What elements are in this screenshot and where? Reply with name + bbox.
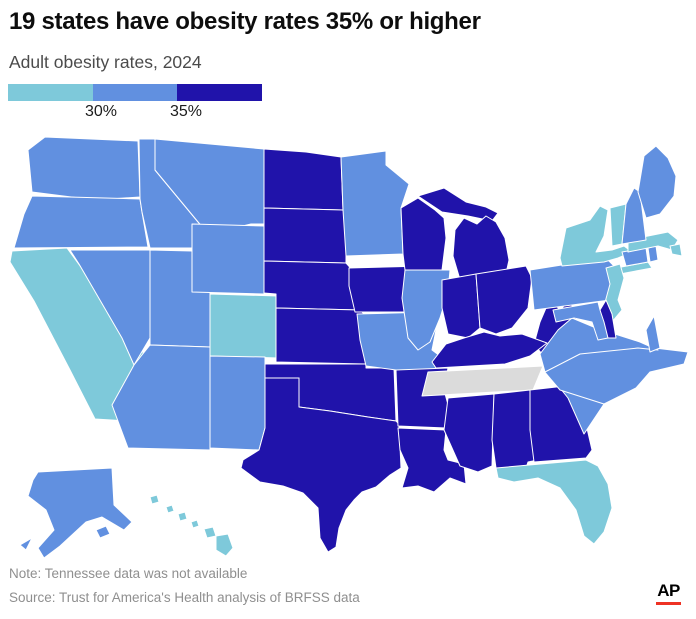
subtitle: Adult obesity rates, 2024 [9, 52, 202, 72]
state-MN [340, 150, 410, 257]
footnote: Note: Tennessee data was not available [9, 566, 248, 581]
state-WI [400, 197, 447, 271]
state-HI [203, 526, 217, 539]
state-NE [263, 260, 361, 311]
state-NY [559, 205, 633, 267]
state-HI [165, 504, 175, 514]
state-AZ [111, 344, 211, 451]
state-AK [27, 467, 133, 559]
state-OR [13, 195, 149, 249]
state-MA [627, 231, 679, 253]
state-KS [275, 307, 367, 365]
state-SD [263, 207, 347, 264]
state-FL [495, 459, 613, 545]
state-AK [95, 525, 111, 539]
state-NM [209, 355, 266, 451]
ap-logo-red-bar [656, 601, 681, 605]
legend-swatch-under-30 [8, 84, 93, 101]
state-HI [177, 511, 188, 522]
state-RI [647, 245, 659, 263]
state-MI [417, 187, 499, 222]
state-IN [441, 273, 481, 339]
state-AK [19, 537, 33, 551]
state-ND [263, 148, 344, 211]
state-MA [669, 243, 683, 257]
state-PA [529, 257, 615, 311]
color-legend: 30% 35% [8, 84, 268, 126]
legend-tick-35: 35% [169, 103, 203, 120]
state-CO [209, 293, 279, 359]
state-NH [621, 187, 647, 245]
page-title: 19 states have obesity rates 35% or high… [9, 8, 481, 35]
legend-tick-30: 30% [84, 103, 118, 120]
state-HI [190, 519, 200, 529]
source-line: Source: Trust for America's Health analy… [9, 590, 360, 605]
legend-swatch-30-35 [92, 84, 178, 101]
legend-swatch-35-plus [177, 84, 263, 101]
state-ME [637, 145, 677, 219]
state-LA [397, 427, 467, 493]
legend-tick-labels: 30% 35% [8, 101, 262, 123]
ap-logo: AP [656, 581, 681, 605]
legend-color-bar [8, 84, 263, 101]
state-MD [552, 301, 609, 341]
state-WY [191, 223, 265, 295]
state-OH [475, 265, 533, 335]
state-HI [215, 533, 234, 557]
state-MS [443, 393, 495, 473]
state-VA [645, 315, 661, 353]
state-WA [27, 136, 141, 201]
state-KY [431, 331, 548, 369]
state-TX [240, 377, 402, 553]
state-IL [401, 269, 451, 351]
state-HI [149, 494, 160, 505]
ap-logo-text: AP [657, 581, 680, 600]
